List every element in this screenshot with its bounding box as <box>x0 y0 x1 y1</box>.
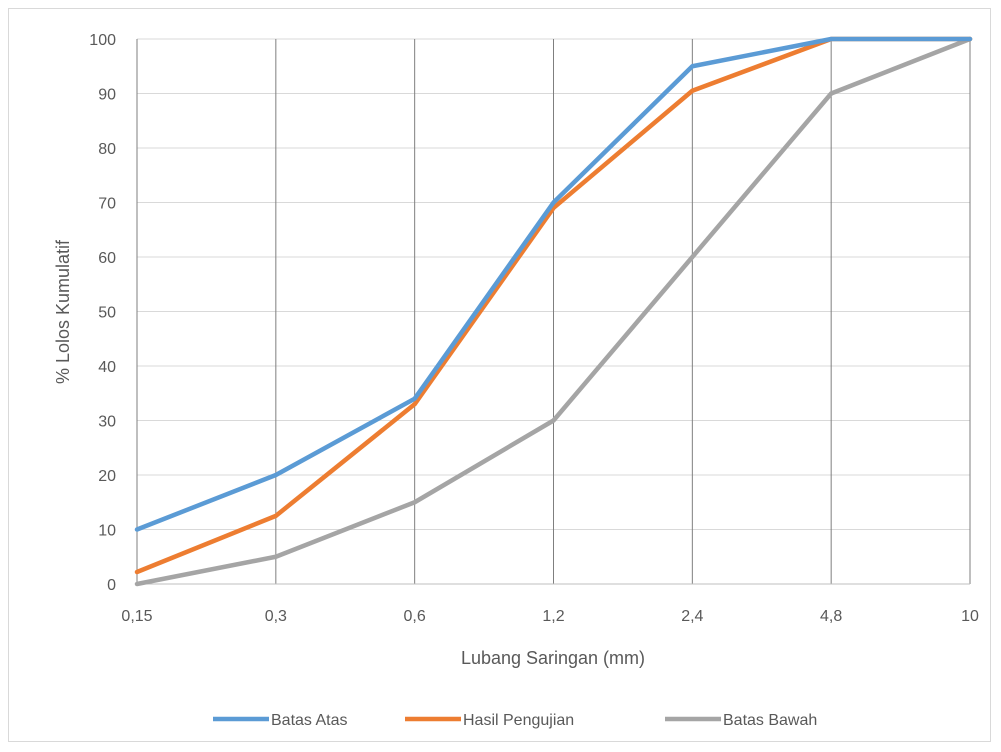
y-tick-label: 100 <box>89 32 116 49</box>
legend-label: Batas Atas <box>271 712 348 729</box>
y-tick-label: 0 <box>107 577 116 594</box>
y-tick-label: 60 <box>98 250 116 267</box>
legend-label: Batas Bawah <box>723 712 817 729</box>
x-tick-label: 1,2 <box>542 608 564 625</box>
y-tick-label: 30 <box>98 414 116 431</box>
y-tick-label: 50 <box>98 305 116 322</box>
x-tick-label: 0,6 <box>404 608 426 625</box>
y-tick-label: 20 <box>98 468 116 485</box>
series-line-2 <box>134 36 973 587</box>
y-tick-label: 40 <box>98 359 116 376</box>
series-lines <box>134 36 973 587</box>
x-axis-title: Lubang Saringan (mm) <box>461 648 645 668</box>
gridlines <box>136 38 971 585</box>
chart-frame <box>8 8 991 742</box>
y-tick-label: 80 <box>98 141 116 158</box>
legend-label: Hasil Pengujian <box>463 712 574 729</box>
x-tick-label: 4,8 <box>820 608 842 625</box>
y-tick-label: 10 <box>98 523 116 540</box>
series-line-0 <box>134 36 973 532</box>
y-tick-label: 70 <box>98 196 116 213</box>
x-tick-labels: 0,15 0,3 0,6 1,2 2,4 4,8 10 <box>121 608 979 625</box>
legend: Batas Atas Hasil Pengujian Batas Bawah <box>213 712 817 729</box>
x-tick-label: 2,4 <box>681 608 703 625</box>
x-tick-label: 10 <box>961 608 979 625</box>
y-axis-title: % Lolos Kumulatif <box>53 239 73 384</box>
y-tick-label: 90 <box>98 87 116 104</box>
y-tick-labels: 0 10 20 30 40 50 60 70 80 90 100 <box>89 32 116 594</box>
x-tick-label: 0,15 <box>121 608 152 625</box>
x-tick-label: 0,3 <box>265 608 287 625</box>
